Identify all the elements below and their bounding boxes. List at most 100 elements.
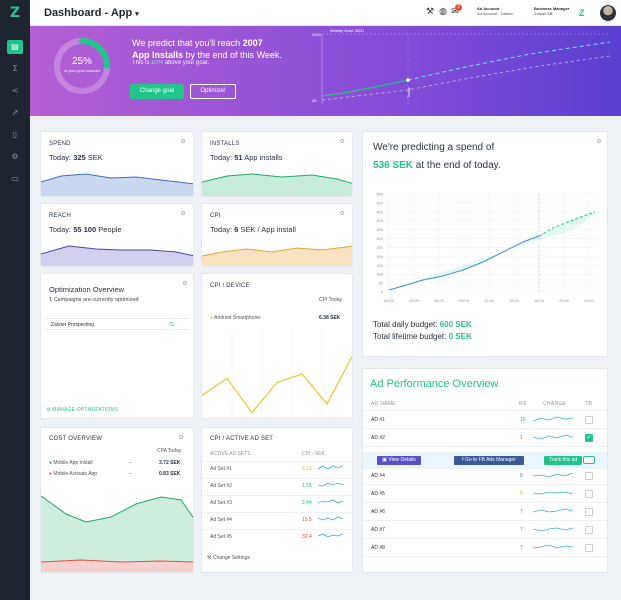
ad-row-rs: 7: [520, 545, 523, 551]
spend-sparkline: [41, 173, 193, 196]
adset-row-name[interactable]: Ad Set #3: [210, 500, 232, 506]
x-tick-label: 15:00: [509, 298, 520, 303]
adset-row-name[interactable]: Ad Set #4: [210, 517, 232, 523]
card-menu-icon[interactable]: [340, 211, 344, 215]
optimized-campaign-row[interactable]: Zalster Prospecting ⚖: [45, 318, 189, 330]
settings-cog-icon[interactable]: ⚙: [11, 152, 19, 161]
cpi-device-card: CPI / DEVICE CPI Today ● Android Smartph…: [201, 273, 353, 419]
cost-row-install: ● Mobile App Install: [49, 460, 93, 466]
inbox-icon[interactable]: ▭: [11, 174, 19, 183]
avatar[interactable]: [600, 5, 616, 21]
x-tick-label: 09:00: [459, 298, 470, 303]
optimize-button[interactable]: Optimize!: [190, 84, 236, 99]
ad-account-selector[interactable]: Ad Account Ad Account - Zalster: [477, 6, 514, 16]
ad-row-change-sparkline: [533, 434, 573, 440]
eye-icon: ▣: [382, 457, 387, 463]
daily-budget: Total daily budget: 600 SEK: [373, 320, 472, 329]
y-tick-label: 400: [376, 218, 383, 223]
device-row: ● Android Smartphone:: [210, 315, 262, 321]
ad-performance-card: Ad Performance Overview AD NAME RS CHANG…: [362, 368, 608, 573]
sigma-icon[interactable]: Σ: [12, 64, 18, 73]
page-title[interactable]: Dashboard - App ▾: [44, 7, 139, 19]
adset-row-name[interactable]: Ad Set #2: [210, 483, 232, 489]
card-menu-icon[interactable]: [181, 139, 185, 143]
settings-sliders-icon[interactable]: ⚖: [169, 322, 175, 328]
dashboard-icon[interactable]: ▤: [7, 40, 23, 54]
ad-row-name[interactable]: AD #2: [371, 435, 385, 441]
globe-icon[interactable]: ◍: [439, 7, 447, 17]
installs-card: INSTALLS Today: 51 App installs: [201, 131, 353, 197]
ad-row-checkbox[interactable]: [585, 544, 593, 552]
banner-chart-top: 2000: [312, 32, 322, 37]
ad-row-rs: 1: [520, 435, 523, 441]
card-menu-icon[interactable]: [179, 435, 183, 439]
share-icon[interactable]: <: [11, 86, 19, 95]
card-menu-icon[interactable]: [181, 211, 185, 215]
cpi-adset-card: CPI / ACTIVE AD SET ACTIVE AD SETS CPI -…: [201, 427, 353, 573]
manage-optimizations-link[interactable]: ⚙ MANAGE OPTIMIZATIONS: [46, 407, 118, 413]
ad-row-checkbox[interactable]: [585, 526, 593, 534]
ad-row-name[interactable]: AD #7: [371, 527, 385, 533]
mail-icon[interactable]: ✉: [451, 7, 459, 17]
ad-row-name[interactable]: AD #6: [371, 509, 385, 515]
document-icon[interactable]: ▯: [12, 130, 18, 139]
ad-name-header[interactable]: AD NAME: [371, 401, 396, 407]
adset-row-name[interactable]: Ad Set #5: [210, 534, 232, 540]
ad-row-checkbox[interactable]: [585, 416, 593, 424]
ad-row-name[interactable]: AD #1: [371, 417, 385, 423]
ad-row-change-sparkline: [533, 491, 573, 495]
prediction-line2: App Installs by the end of this Week.: [132, 50, 282, 60]
ad-row-name[interactable]: AD #4: [371, 473, 385, 479]
goal-donut: [54, 38, 110, 94]
spend-value: Today: 325 SEK: [49, 153, 103, 162]
reach-value: Today: 55 100 People: [49, 225, 122, 234]
y-tick-label: 100: [376, 272, 383, 277]
adset-row-value: 1,55: [302, 483, 312, 489]
banner-chart-goal: Weekly Goal: 2000: [330, 28, 364, 33]
x-tick-label: 21:00: [559, 298, 570, 303]
rs-header[interactable]: RS: [519, 401, 527, 407]
reach-title: REACH: [49, 213, 72, 219]
change-header[interactable]: CHANGE: [543, 401, 567, 407]
card-menu-icon[interactable]: [340, 139, 344, 143]
actual-line: [321, 79, 409, 97]
card-menu-icon[interactable]: [597, 139, 601, 143]
ad-action-bar: ▣ View Details f Go to FB Ads Manager Tr…: [363, 452, 607, 469]
cpi-device-title: CPI / DEVICE: [210, 283, 250, 289]
ad-row-name[interactable]: AD #5: [371, 491, 385, 497]
ad-row-change-sparkline: [533, 527, 573, 532]
predicted-line: [407, 41, 611, 81]
card-menu-icon[interactable]: [183, 281, 187, 285]
ad-row-rs: 8: [520, 473, 523, 479]
tr-header[interactable]: TR: [585, 401, 593, 407]
view-details-button[interactable]: ▣ View Details: [377, 456, 421, 465]
zalster-logo[interactable]: Z: [9, 5, 21, 21]
business-manager-selector[interactable]: Business Manager Zalster AB: [534, 6, 570, 16]
fb-ads-manager-button[interactable]: f Go to FB Ads Manager: [454, 456, 524, 465]
trend-icon[interactable]: ↗: [11, 108, 19, 117]
ad-row-checkbox[interactable]: [585, 490, 593, 498]
adset-row-name[interactable]: Ad Set #1: [210, 466, 232, 472]
cpi-card: CPI Today: 6 SEK / App install: [201, 203, 353, 267]
ad-row-rs: 7: [520, 509, 523, 515]
x-tick-label: 06:00: [434, 298, 445, 303]
ad-row-name[interactable]: AD #8: [371, 545, 385, 551]
track-ad-button[interactable]: Track this ad: [544, 456, 582, 465]
ad-row-checkbox[interactable]: [585, 508, 593, 516]
ad-row-checkbox[interactable]: ✓: [585, 434, 593, 442]
ad-row-checkbox[interactable]: [585, 472, 593, 480]
adset-row-value: 5,21: [302, 466, 312, 472]
adset-row-sparkline: [318, 499, 344, 504]
optimization-card: Optimization Overview 1 Campaigns are cu…: [40, 273, 194, 419]
change-goal-button[interactable]: Change goal: [130, 84, 184, 99]
sidebar: Z ▤ Σ < ↗ ▯ ⚙ ▭: [0, 0, 30, 600]
cost-overview-chart: [41, 495, 193, 572]
campaign-name: Zalster Prospecting: [51, 322, 95, 328]
change-settings-link[interactable]: ⚒ Change Settings: [207, 555, 250, 561]
reach-sparkline: [41, 245, 193, 266]
wrench-icon[interactable]: ⚒: [425, 7, 435, 17]
x-tick-label: 03:00: [409, 298, 420, 303]
prediction-line1: We predict that you'll reach 2007: [132, 38, 263, 48]
optimization-title: Optimization Overview: [49, 285, 125, 294]
track-toggle[interactable]: [583, 456, 595, 464]
